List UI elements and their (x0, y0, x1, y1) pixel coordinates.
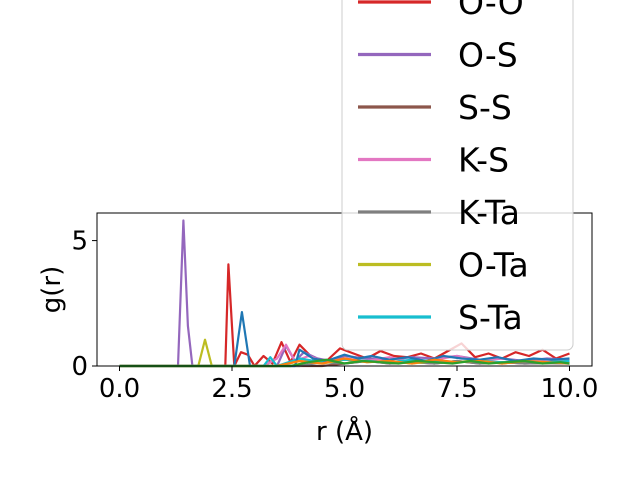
x-axis-ticks: 0.0 2.5 5.0 7.5 10.0 (99, 366, 599, 404)
y-axis-label: g(r) (37, 266, 67, 313)
legend-entry: S-Ta (358, 298, 523, 337)
legend-label: O-S (458, 36, 518, 75)
series-line-unlabeled-9 (119, 358, 570, 368)
x-axis-label: r (Å) (316, 415, 373, 447)
legend-label: O-Ta (458, 246, 529, 285)
legend-label: K-Ta (458, 193, 520, 232)
x-tick-label: 7.5 (436, 374, 477, 404)
y-tick-label: 0 (71, 352, 88, 382)
x-tick-label: 0.0 (99, 374, 140, 404)
x-tick-label: 2.5 (211, 374, 252, 404)
x-tick-label: 5.0 (324, 374, 365, 404)
legend-entry: K-Ta (358, 193, 520, 232)
legend-box (341, 0, 574, 351)
legend-entry: O-O (358, 0, 524, 22)
y-axis-ticks: 05 (71, 227, 97, 382)
legend-label: S-S (458, 88, 512, 127)
legend-entry: S-S (358, 88, 512, 127)
x-tick-label: 10.0 (541, 374, 599, 404)
legend-entry: K-S (358, 141, 509, 180)
legend-label: O-O (458, 0, 524, 22)
legend-label: K-S (458, 141, 509, 180)
legend-entry: O-S (358, 36, 518, 75)
y-tick-label: 5 (71, 227, 88, 257)
legend: O-O O-S S-S K-S K-Ta O-Ta S-Ta (341, 0, 574, 351)
legend-label: S-Ta (458, 298, 523, 337)
legend-entry: O-Ta (358, 246, 529, 285)
